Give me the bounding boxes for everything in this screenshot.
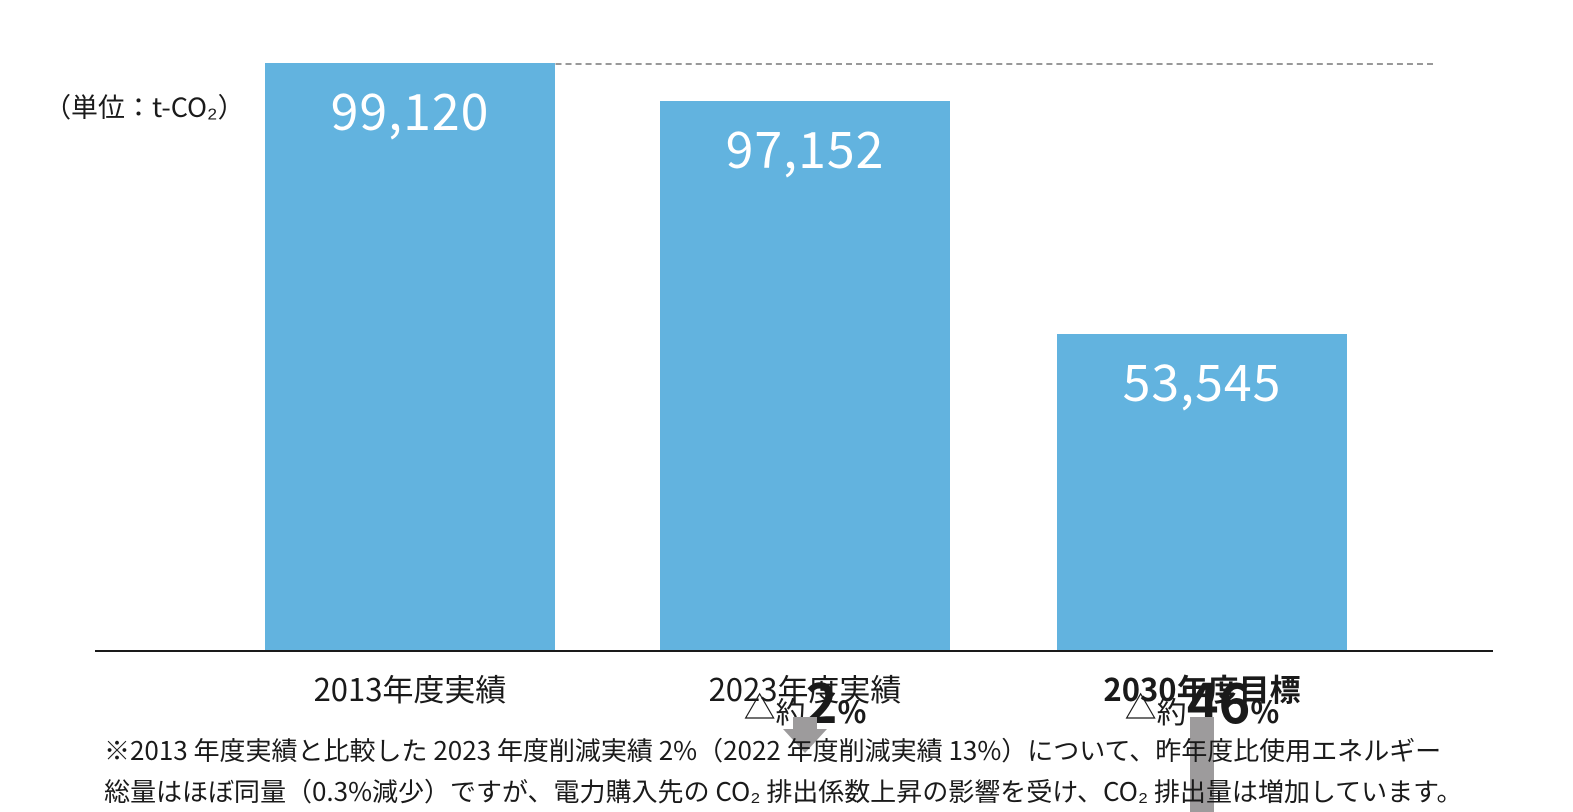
bar-value-b2030: 53,545 — [1057, 344, 1347, 416]
bar-value-b2013: 99,120 — [265, 73, 555, 145]
bar-b2030: 53,545 — [1057, 334, 1347, 652]
footnote: ※2013 年度実績と比較した 2023 年度削減実績 2%（2022 年度削減… — [104, 729, 1493, 812]
x-label-b2023: 2023年度実績 — [660, 665, 950, 710]
footnote-line2: 総量はほぼ同量（0.3%減少）ですが、電力購入先の CO₂ 排出係数上昇の影響を… — [104, 772, 1462, 809]
bar-b2013: 99,120 — [265, 63, 555, 652]
bar-b2023: 97,152 — [660, 101, 950, 652]
footnote-line1: ※2013 年度実績と比較した 2023 年度削減実績 2%（2022 年度削減… — [104, 731, 1441, 768]
plot-area: 99,120△約2%97,152△約46%53,545 — [95, 0, 1493, 652]
x-label-b2013: 2013年度実績 — [265, 665, 555, 710]
x-label-b2030: 2030年度目標 — [1057, 665, 1347, 710]
bar-value-b2023: 97,152 — [660, 111, 950, 183]
chart-container: （単位：t-CO₂） 99,120△約2%97,152△約46%53,545 2… — [0, 0, 1573, 812]
x-axis — [95, 650, 1493, 652]
x-labels: 2013年度実績 2023年度実績 2030年度目標 — [95, 664, 1493, 710]
bars-layer: 99,120△約2%97,152△約46%53,545 — [95, 0, 1493, 652]
